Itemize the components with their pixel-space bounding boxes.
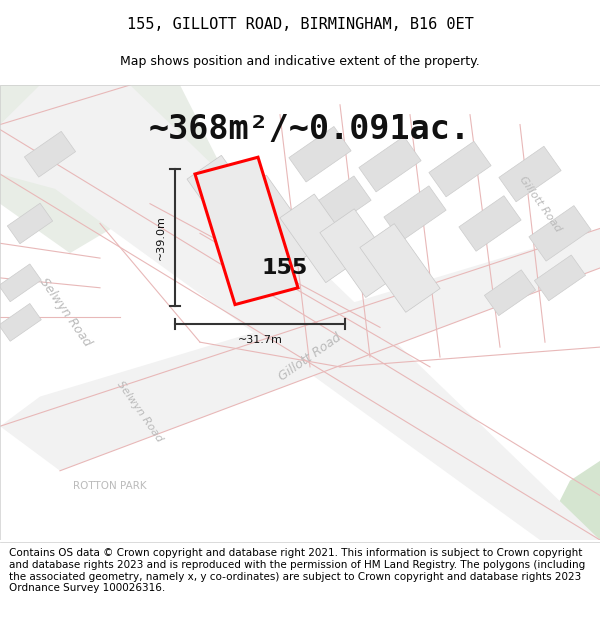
Polygon shape [309, 176, 371, 231]
Polygon shape [360, 224, 440, 312]
Polygon shape [459, 196, 521, 251]
Text: Selwyn Road: Selwyn Road [37, 276, 94, 349]
Polygon shape [187, 156, 273, 252]
Text: Gillott Road: Gillott Road [517, 174, 563, 233]
Text: Map shows position and indicative extent of the property.: Map shows position and indicative extent… [120, 55, 480, 68]
Polygon shape [535, 255, 586, 301]
Polygon shape [320, 209, 400, 298]
Text: ~368m²/~0.091ac.: ~368m²/~0.091ac. [149, 113, 471, 146]
Polygon shape [0, 304, 41, 341]
Polygon shape [384, 186, 446, 241]
Polygon shape [289, 126, 351, 182]
Polygon shape [484, 270, 536, 316]
Polygon shape [7, 203, 53, 244]
Text: 155: 155 [262, 258, 308, 278]
Text: ~39.0m: ~39.0m [156, 215, 166, 260]
Polygon shape [499, 146, 561, 202]
Text: ~31.7m: ~31.7m [238, 335, 283, 345]
Text: Gillott Road: Gillott Road [276, 331, 344, 383]
Text: ROTTON PARK: ROTTON PARK [73, 481, 147, 491]
Polygon shape [0, 85, 220, 253]
Polygon shape [0, 264, 41, 302]
Polygon shape [25, 131, 76, 177]
Polygon shape [359, 136, 421, 192]
Polygon shape [429, 141, 491, 197]
Polygon shape [540, 461, 600, 540]
Polygon shape [529, 206, 591, 261]
Polygon shape [0, 228, 600, 471]
Polygon shape [280, 194, 360, 282]
Text: Selwyn Road: Selwyn Road [115, 379, 165, 444]
Polygon shape [0, 85, 600, 540]
Polygon shape [195, 158, 298, 304]
Text: Contains OS data © Crown copyright and database right 2021. This information is : Contains OS data © Crown copyright and d… [9, 549, 585, 593]
Text: 155, GILLOTT ROAD, BIRMINGHAM, B16 0ET: 155, GILLOTT ROAD, BIRMINGHAM, B16 0ET [127, 17, 473, 32]
Polygon shape [232, 175, 318, 272]
